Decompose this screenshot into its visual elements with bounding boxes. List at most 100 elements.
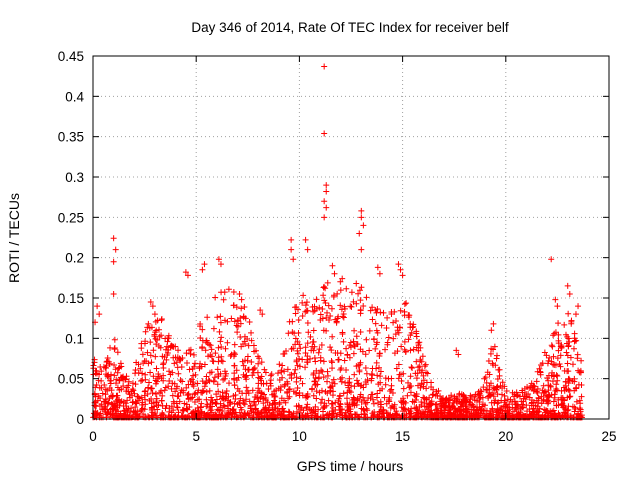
data-point	[261, 391, 268, 398]
data-point	[142, 376, 149, 383]
data-point	[382, 346, 389, 353]
data-point	[514, 404, 521, 411]
data-point	[578, 357, 585, 364]
data-point	[342, 379, 349, 386]
data-point	[231, 375, 238, 382]
data-point	[199, 337, 206, 344]
data-point	[360, 394, 367, 401]
data-point	[567, 393, 574, 400]
data-point	[372, 345, 379, 352]
data-point	[564, 333, 571, 340]
data-point	[308, 347, 315, 354]
data-point	[187, 377, 194, 384]
data-point	[353, 377, 360, 384]
data-point	[291, 370, 298, 377]
data-point	[488, 345, 495, 352]
data-point	[564, 282, 571, 289]
data-point	[214, 381, 221, 388]
y-tick-label: 0.35	[58, 130, 84, 145]
data-point	[187, 395, 194, 402]
data-point	[104, 372, 111, 379]
data-point	[321, 214, 328, 221]
data-point	[324, 279, 331, 286]
data-point	[307, 355, 314, 362]
data-point	[247, 405, 254, 412]
data-point	[142, 396, 149, 403]
data-point	[268, 412, 275, 419]
data-point	[350, 350, 357, 357]
data-point	[237, 412, 244, 419]
data-point	[312, 381, 319, 388]
data-point	[148, 359, 155, 366]
data-point	[552, 296, 559, 303]
data-point	[329, 365, 336, 372]
data-point	[173, 359, 180, 366]
data-point	[150, 347, 157, 354]
data-point	[468, 413, 475, 420]
data-point	[123, 388, 130, 395]
data-point	[328, 347, 335, 354]
data-point	[410, 346, 417, 353]
data-point	[189, 381, 196, 388]
data-point	[433, 388, 440, 395]
data-point	[343, 345, 350, 352]
data-point	[172, 388, 179, 395]
data-point	[201, 361, 208, 368]
data-point	[369, 304, 376, 311]
data-point	[399, 272, 406, 279]
data-point	[327, 344, 334, 351]
data-point	[388, 382, 395, 389]
data-point	[112, 246, 119, 253]
data-point	[159, 402, 166, 409]
data-point	[178, 363, 185, 370]
data-point	[230, 393, 237, 400]
data-point	[377, 373, 384, 380]
data-point	[300, 292, 307, 299]
data-point	[163, 343, 170, 350]
data-point	[149, 303, 156, 310]
data-point	[144, 413, 151, 420]
data-point	[412, 405, 419, 412]
data-point	[124, 397, 131, 404]
data-point	[101, 382, 108, 389]
data-point	[319, 396, 326, 403]
data-point	[206, 387, 213, 394]
data-point	[129, 380, 136, 387]
data-point	[365, 394, 372, 401]
data-point	[255, 374, 262, 381]
data-point	[135, 361, 142, 368]
data-point	[423, 396, 430, 403]
data-point	[370, 400, 377, 407]
data-point	[152, 353, 159, 360]
data-point	[191, 363, 198, 370]
grid-lines	[93, 56, 609, 419]
data-point	[350, 399, 357, 406]
data-point	[376, 387, 383, 394]
data-point	[486, 371, 493, 378]
data-point	[421, 403, 428, 410]
data-point	[262, 395, 269, 402]
data-point	[569, 361, 576, 368]
data-point	[112, 402, 119, 409]
data-point	[337, 406, 344, 413]
data-point	[203, 379, 210, 386]
data-point	[312, 358, 319, 365]
data-point	[160, 360, 167, 367]
data-point	[511, 398, 518, 405]
data-point	[310, 371, 317, 378]
data-point	[550, 332, 557, 339]
data-point	[217, 313, 224, 320]
data-point	[316, 389, 323, 396]
data-point	[249, 372, 256, 379]
data-point	[575, 303, 582, 310]
data-point	[397, 266, 404, 273]
data-point	[313, 296, 320, 303]
data-point	[401, 338, 408, 345]
data-point	[96, 311, 103, 318]
data-point	[288, 375, 295, 382]
data-point	[550, 361, 557, 368]
data-point	[473, 397, 480, 404]
data-point	[226, 399, 233, 406]
y-tick-label: 0.05	[58, 372, 84, 387]
data-point	[255, 411, 262, 418]
